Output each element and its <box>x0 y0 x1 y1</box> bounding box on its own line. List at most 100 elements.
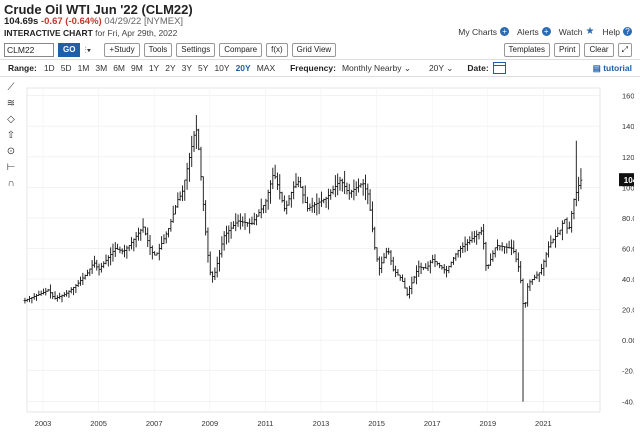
ohlc-bar <box>329 189 333 200</box>
ohlc-bar <box>401 274 404 282</box>
range-10y[interactable]: 10Y <box>214 63 230 73</box>
ohlc-bar <box>194 115 198 149</box>
grid-view-button[interactable]: Grid View <box>291 43 337 57</box>
ohlc-bar <box>55 295 59 302</box>
range-9m[interactable]: 9M <box>131 63 143 73</box>
ohlc-bar <box>563 219 567 224</box>
ohlc-bar <box>111 243 115 262</box>
expand-icon[interactable]: ⤢ <box>617 43 632 57</box>
print-button[interactable]: Print <box>554 43 581 57</box>
x-tick-label: 2017 <box>424 419 441 428</box>
ohlc-bar <box>516 252 520 272</box>
arrow-up-icon[interactable]: ⇧ <box>6 130 16 141</box>
ohlc-bar <box>572 198 576 220</box>
range-5y[interactable]: 5Y <box>198 63 209 73</box>
tutorial-link[interactable]: ▤ tutorial <box>592 63 632 73</box>
ohlc-bar <box>90 260 94 274</box>
plus-circle-icon: + <box>541 27 551 36</box>
range-1d[interactable]: 1D <box>43 63 55 73</box>
page-title: Crude Oil WTI Jun '22 (CLM22) <box>4 2 193 17</box>
ohlc-bar <box>79 276 82 286</box>
alerts-link[interactable]: Alerts + <box>517 27 551 37</box>
ohlc-bar <box>227 225 231 243</box>
range-1y[interactable]: 1Y <box>148 63 160 73</box>
range-icon[interactable]: ⊢ <box>6 162 16 173</box>
frequency-select[interactable]: Monthly Nearby ⌄ <box>341 62 411 73</box>
ohlc-bar <box>192 131 196 152</box>
study-button[interactable]: +Study <box>104 43 140 57</box>
ohlc-bar <box>461 242 465 254</box>
bar-type-icon[interactable]: ⫶▾ <box>84 44 92 55</box>
ohlc-bar <box>287 194 291 206</box>
clear-button[interactable]: Clear <box>584 43 614 57</box>
ohlc-bar <box>157 243 161 261</box>
templates-button[interactable]: Templates <box>503 43 551 57</box>
ohlc-bar <box>382 252 386 264</box>
ohlc-bar <box>417 260 421 277</box>
fx-button[interactable]: f(x) <box>266 43 288 57</box>
shape-icon[interactable]: ◇ <box>7 114 15 125</box>
ohlc-bar <box>320 191 323 207</box>
tools-button[interactable]: Tools <box>143 43 173 57</box>
range-6m[interactable]: 6M <box>113 63 125 73</box>
ohlc-bar <box>130 237 133 250</box>
ohlc-bar <box>176 192 180 208</box>
x-tick-label: 2021 <box>535 419 552 428</box>
ohlc-bar <box>76 280 80 288</box>
calendar-icon[interactable] <box>492 62 506 74</box>
ohlc-bar <box>199 146 203 181</box>
ohlc-bar <box>570 210 574 233</box>
magnet-icon[interactable]: ∩ <box>7 178 15 189</box>
compare-button[interactable]: Compare <box>219 43 263 57</box>
ohlc-bar <box>201 176 205 212</box>
range-5d[interactable]: 5D <box>60 63 72 73</box>
alerts-label: Alerts <box>517 26 539 37</box>
ohlc-bar <box>433 254 437 268</box>
price-chart[interactable]: 160.00 140.00 120.00 100.00 80.00 60.00 40.00 2… <box>22 82 634 432</box>
my-charts-link[interactable]: My Charts + <box>458 27 510 37</box>
range-3y[interactable]: 3Y <box>181 63 193 73</box>
y-tick-label: 140.00 <box>622 122 634 131</box>
ohlc-bar <box>549 235 553 248</box>
ohlc-bar <box>102 261 106 269</box>
ohlc-bar <box>540 263 543 275</box>
ohlc-bar <box>384 247 388 259</box>
ohlc-bar <box>42 288 45 295</box>
symbol-input[interactable]: CLM22 <box>4 43 54 57</box>
ohlc-bar <box>206 227 210 263</box>
ohlc-bar <box>547 241 550 258</box>
settings-button[interactable]: Settings <box>176 43 216 57</box>
ohlc-bar <box>146 227 150 247</box>
crosshair-icon[interactable]: ⟋ <box>7 82 15 93</box>
y-tick-label: -40.00 <box>622 397 634 406</box>
range-1m[interactable]: 1M <box>77 63 90 73</box>
ohlc-bar <box>35 293 38 301</box>
ohlc-bar <box>373 226 377 250</box>
ohlc-bar <box>496 239 499 251</box>
period-select[interactable]: 20Y ⌄ <box>428 62 454 73</box>
chart-subtitle: INTERACTIVE CHART for Fri, Apr 29th, 202… <box>4 28 177 38</box>
ohlc-bar <box>137 227 140 241</box>
ohlc-bar <box>408 285 411 299</box>
watch-link[interactable]: Watch ★ <box>559 26 595 37</box>
range-20y[interactable]: 20Y <box>235 63 251 73</box>
x-tick-label: 2003 <box>35 419 52 428</box>
ohlc-bar <box>243 213 247 230</box>
ohlc-bar <box>88 268 92 276</box>
go-button[interactable]: GO <box>58 43 81 57</box>
range-max[interactable]: MAX <box>256 63 276 73</box>
fibonacci-icon[interactable]: ≋ <box>6 98 16 109</box>
ohlc-bar <box>299 176 303 188</box>
ohlc-bar <box>415 265 418 285</box>
help-link[interactable]: Help ? <box>603 27 632 37</box>
range-3m[interactable]: 3M <box>95 63 108 73</box>
chart-date-text: for Fri, Apr 29th, 2022 <box>95 28 178 38</box>
ohlc-bar <box>160 236 164 250</box>
measure-icon[interactable]: ⊙ <box>6 146 16 157</box>
plot-frame <box>26 87 601 413</box>
ohlc-bar <box>285 200 289 215</box>
ohlc-bar <box>419 262 423 275</box>
last-price: 104.69s <box>4 16 39 27</box>
range-2y[interactable]: 2Y <box>165 63 176 73</box>
ohlc-bar <box>493 247 497 258</box>
